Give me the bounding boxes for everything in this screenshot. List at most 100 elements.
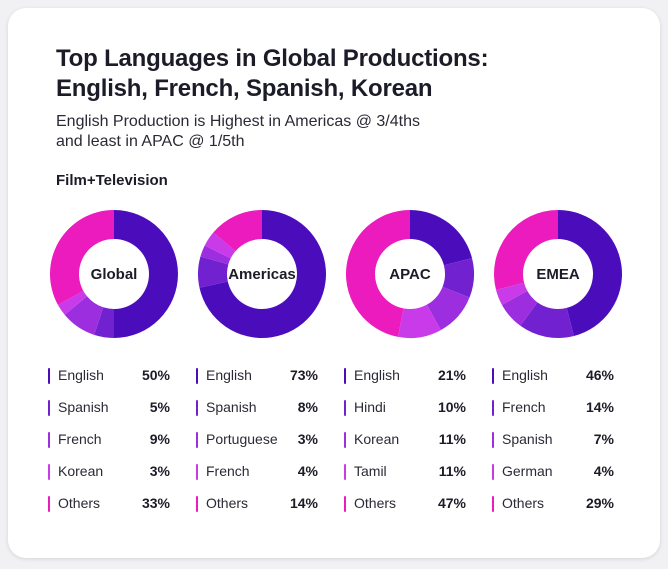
donut-slice-english <box>199 210 326 338</box>
donut-slice-tamil <box>398 304 441 338</box>
donut-center-label: Americas <box>228 266 296 283</box>
legend-value: 10% <box>437 399 466 415</box>
legend-swatch <box>48 368 50 384</box>
legend-value: 14% <box>585 399 614 415</box>
donut-slice-french <box>64 296 104 335</box>
legend-label: French <box>502 399 546 415</box>
donut-center-label: EMEA <box>536 266 580 283</box>
donut-svg: Global <box>50 210 178 338</box>
legend-label: Korean <box>58 463 104 479</box>
legend-row: Spanish 7% <box>492 428 614 460</box>
donut-chart-emea: EMEA <box>492 208 624 340</box>
legend-swatch <box>492 496 494 512</box>
legend-label: German <box>502 463 553 479</box>
legend-swatch <box>344 400 346 416</box>
donut-center-label: Global <box>91 266 138 283</box>
legend-label: English <box>502 367 548 383</box>
donut-chart-global: Global <box>48 208 180 340</box>
legend-value: 14% <box>289 495 318 511</box>
donut-slice-others <box>50 210 114 305</box>
legend-label: Others <box>206 495 249 511</box>
donut-slice-portuguese <box>200 245 231 265</box>
legend-row: Others 14% <box>196 492 318 524</box>
legend-swatch <box>344 432 346 448</box>
legend-label: English <box>58 367 104 383</box>
legend-row: Spanish 5% <box>48 396 170 428</box>
donut-chart-americas: Americas <box>196 208 328 340</box>
donut-slice-hindi <box>442 258 474 298</box>
donut-svg: EMEA <box>494 210 622 338</box>
legend-swatch <box>344 496 346 512</box>
legend-row: Spanish 8% <box>196 396 318 428</box>
legend-value: 7% <box>593 431 614 447</box>
donut-slice-spanish <box>198 256 229 288</box>
legend-label: Others <box>58 495 101 511</box>
donut-slice-spanish <box>501 290 538 326</box>
legend-row: Korean 11% <box>344 428 466 460</box>
legend-value: 11% <box>438 431 466 447</box>
legend-swatch <box>48 464 50 480</box>
donut-slice-english <box>410 210 472 266</box>
legend-emea: English 46% French 14% Spanish 7% German 4% Othe… <box>492 364 614 524</box>
legend-swatch <box>196 400 198 416</box>
legend-label: Others <box>354 495 397 511</box>
donut-slice-others <box>494 210 558 290</box>
legend-swatch <box>492 368 494 384</box>
chart-card <box>8 8 660 558</box>
donut-slice-korean <box>57 290 88 315</box>
donut-center-label: APAC <box>389 266 431 283</box>
legend-value: 4% <box>297 463 318 479</box>
legend-row: English 46% <box>492 364 614 396</box>
legend-value: 46% <box>585 367 614 383</box>
legend-global: English 50% Spanish 5% French 9% Korean 3% Other… <box>48 364 170 524</box>
legend-row: English 50% <box>48 364 170 396</box>
legend-row: Hindi 10% <box>344 396 466 428</box>
legend-value: 29% <box>585 495 614 511</box>
legend-label: English <box>354 367 400 383</box>
legend-swatch <box>344 368 346 384</box>
legend-row: French 9% <box>48 428 170 460</box>
legend-label: English <box>206 367 252 383</box>
legend-row: Others 47% <box>344 492 466 524</box>
legend-value: 73% <box>289 367 318 383</box>
subtitle-line-1: English Production is Highest in America… <box>56 113 420 130</box>
legend-swatch <box>492 464 494 480</box>
title-line-1: Top Languages in Global Productions: <box>56 45 489 72</box>
legend-row: French 14% <box>492 396 614 428</box>
donut-slice-spanish <box>94 307 114 338</box>
legend-swatch <box>48 496 50 512</box>
donut-slice-english <box>114 210 178 338</box>
legend-value: 33% <box>141 495 170 511</box>
legend-swatch <box>196 464 198 480</box>
section-label: Film+Television <box>56 172 168 189</box>
legend-label: Spanish <box>502 431 553 447</box>
legend-row: French 4% <box>196 460 318 492</box>
legend-label: French <box>58 431 102 447</box>
legend-label: Spanish <box>58 399 109 415</box>
chart-title: Top Languages in Global Productions: Eng… <box>56 44 556 104</box>
donut-slice-french <box>520 302 574 338</box>
legend-swatch <box>48 400 50 416</box>
donut-slice-others <box>213 210 262 252</box>
legend-value: 5% <box>149 399 170 415</box>
donut-slice-french <box>204 232 236 259</box>
legend-swatch <box>196 368 198 384</box>
legend-label: Korean <box>354 431 400 447</box>
legend-swatch <box>492 400 494 416</box>
legend-swatch <box>48 432 50 448</box>
legend-value: 47% <box>437 495 466 511</box>
legend-label: French <box>206 463 250 479</box>
legend-label: Hindi <box>354 399 386 415</box>
donut-svg: APAC <box>346 210 474 338</box>
legend-label: Tamil <box>354 463 387 479</box>
title-line-2: English, French, Spanish, Korean <box>56 75 433 102</box>
legend-label: Spanish <box>206 399 257 415</box>
legend-swatch <box>344 464 346 480</box>
legend-row: Others 29% <box>492 492 614 524</box>
donut-svg: Americas <box>198 210 326 338</box>
donut-chart-apac: APAC <box>344 208 476 340</box>
legend-value: 50% <box>141 367 170 383</box>
chart-subtitle: English Production is Highest in America… <box>56 112 516 152</box>
legend-value: 9% <box>149 431 170 447</box>
legend-label: Others <box>502 495 545 511</box>
